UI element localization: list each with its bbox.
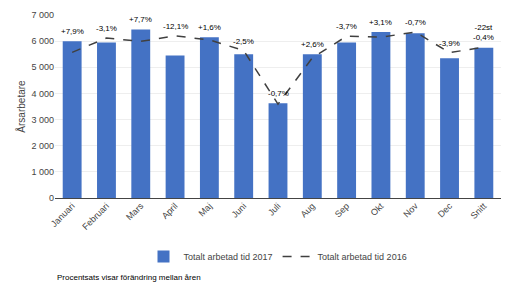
svg-text:6 000: 6 000 (31, 36, 54, 46)
svg-text:Aug: Aug (299, 201, 317, 219)
svg-text:-3,9%: -3,9% (439, 39, 460, 48)
svg-text:+3,1%: +3,1% (369, 18, 392, 27)
svg-text:1 000: 1 000 (31, 167, 54, 177)
svg-text:-0,7%: -0,7% (268, 89, 289, 98)
svg-text:Mars: Mars (124, 201, 146, 223)
svg-text:-22st-0,4%: -22st-0,4% (473, 23, 494, 42)
svg-text:+2,6%: +2,6% (301, 40, 324, 49)
svg-text:-3,7%: -3,7% (336, 22, 357, 31)
svg-text:Maj: Maj (197, 201, 214, 218)
svg-text:5 000: 5 000 (31, 62, 54, 72)
svg-text:Okt: Okt (369, 201, 386, 218)
svg-text:+1,6%: +1,6% (198, 23, 221, 32)
svg-text:April: April (160, 201, 180, 221)
svg-text:2 000: 2 000 (31, 141, 54, 151)
svg-text:Juni: Juni (230, 201, 249, 220)
svg-text:+7,7%: +7,7% (129, 15, 152, 24)
svg-text:3 000: 3 000 (31, 115, 54, 125)
svg-text:Juli: Juli (266, 201, 283, 218)
svg-text:-2,5%: -2,5% (233, 37, 254, 46)
svg-text:Februari: Februari (80, 201, 111, 232)
svg-text:0: 0 (49, 193, 54, 203)
svg-text:4 000: 4 000 (31, 89, 54, 99)
svg-text:+7,9%: +7,9% (61, 27, 84, 36)
svg-text:7 000: 7 000 (31, 10, 54, 20)
svg-text:Januari: Januari (49, 201, 77, 229)
svg-text:Årsarbetare: Årsarbetare (15, 80, 27, 133)
svg-text:Procentsats visar förändring m: Procentsats visar förändring mellan åren (57, 273, 201, 282)
svg-text:Sep: Sep (333, 201, 351, 219)
svg-text:Nov: Nov (401, 201, 420, 220)
svg-text:-3,1%: -3,1% (96, 24, 117, 33)
svg-text:-0,7%: -0,7% (405, 18, 426, 27)
svg-text:Dec: Dec (436, 201, 455, 220)
svg-text:Totalt arbetad tid 2016: Totalt arbetad tid 2016 (318, 252, 407, 262)
svg-text:Totalt arbetad tid 2017: Totalt arbetad tid 2017 (184, 252, 273, 262)
svg-text:-12,1%: -12,1% (163, 22, 188, 31)
svg-text:Snitt: Snitt (469, 201, 489, 221)
